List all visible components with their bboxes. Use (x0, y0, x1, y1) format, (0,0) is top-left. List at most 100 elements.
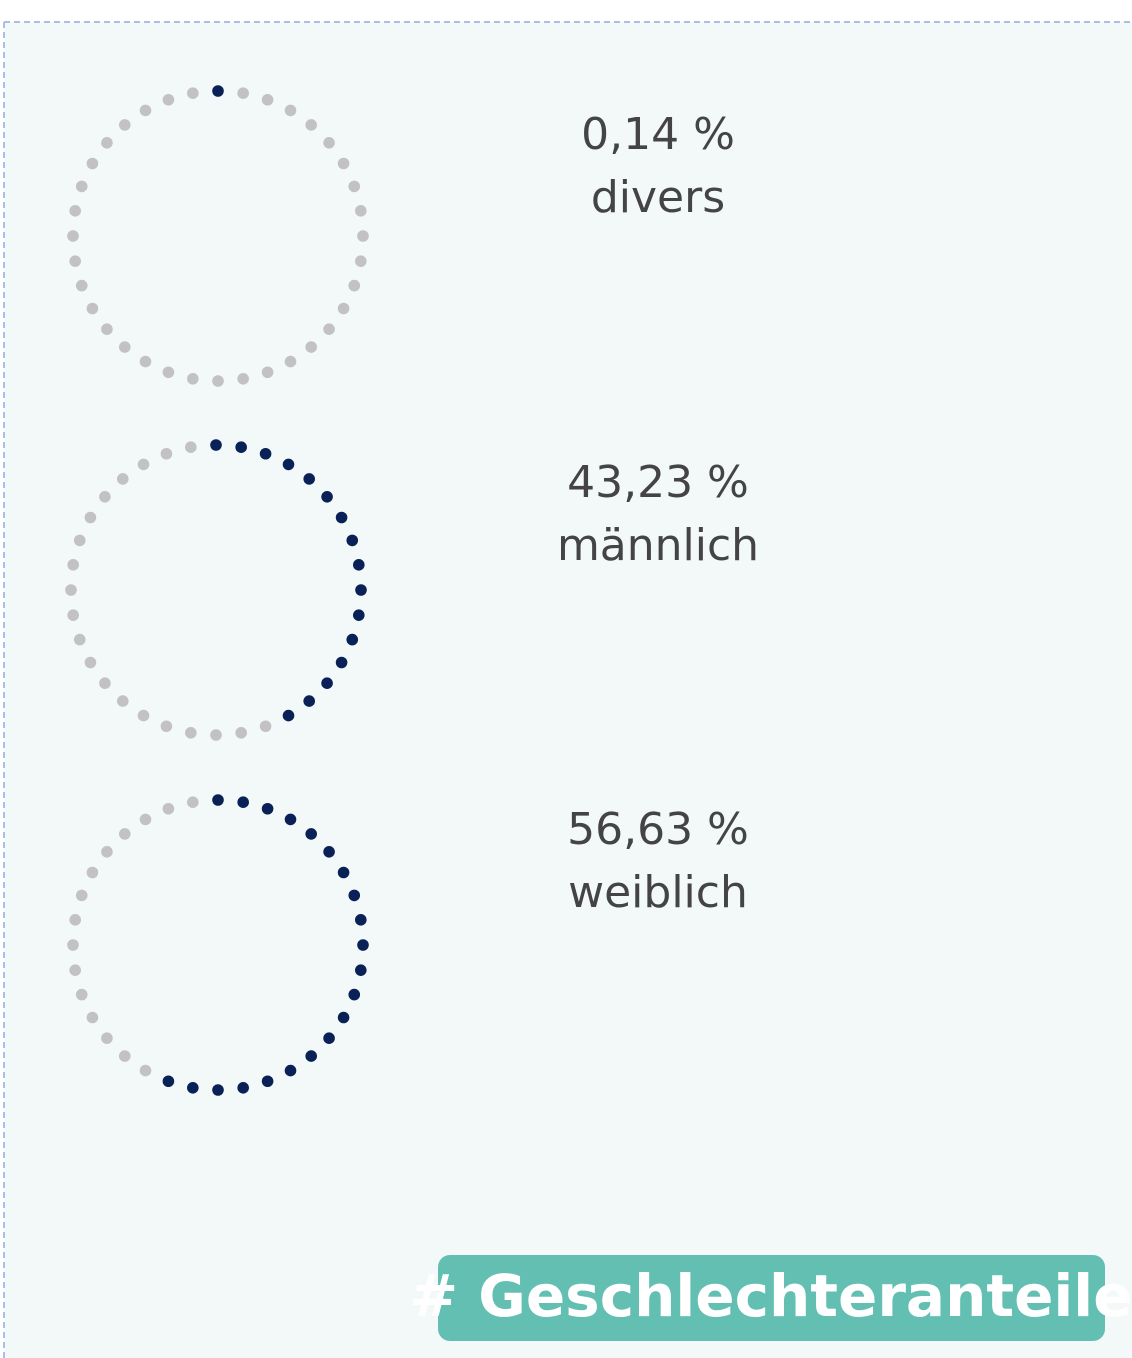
value-dot (346, 534, 359, 547)
track-dot (67, 609, 80, 621)
track-dot (210, 729, 222, 741)
track-dot (86, 1011, 99, 1024)
value-dot (354, 914, 367, 926)
tag: # Geschlechteranteile (409, 1262, 1132, 1330)
value-dot (321, 677, 333, 690)
value-dot (261, 802, 274, 815)
value-dot (348, 988, 361, 1001)
track-dot (75, 988, 88, 1001)
track-dot (101, 845, 113, 858)
track-dot (261, 93, 274, 106)
value-dot (162, 1075, 175, 1088)
track-dot (101, 323, 113, 336)
value-dot (282, 458, 295, 471)
track-dot (67, 559, 80, 571)
ring-track (67, 796, 199, 1077)
value-dot (235, 441, 247, 454)
track-dot (337, 157, 350, 170)
track-dot (354, 255, 367, 267)
value-dot (352, 559, 365, 571)
track-dot (160, 447, 173, 460)
track-dot (185, 441, 197, 454)
track-dot (116, 473, 129, 485)
track-dot (67, 939, 79, 951)
value-dot (212, 1084, 224, 1096)
track-dot (75, 180, 88, 193)
value-dot (259, 447, 272, 460)
track-dot (118, 119, 131, 131)
track-dot (86, 157, 99, 170)
tag-box (438, 1255, 1105, 1341)
value-dot (335, 656, 348, 669)
value-dot (357, 939, 369, 951)
track-dot (69, 205, 82, 217)
track-dot (162, 366, 175, 379)
track-dot (162, 93, 175, 106)
track-dot (69, 964, 82, 976)
track-dot (305, 341, 318, 353)
track-dot (187, 372, 199, 385)
track-dot (237, 87, 249, 100)
track-dot (118, 1050, 131, 1062)
track-dot (99, 490, 111, 503)
value-dot (323, 1032, 335, 1045)
track-dot (139, 1064, 152, 1077)
track-dot (99, 677, 111, 690)
track-dot (348, 279, 361, 292)
panel (4, 22, 1132, 1358)
track-dot (284, 355, 297, 368)
track-dot (305, 119, 318, 131)
value-dot (346, 633, 359, 646)
value-dot (284, 1064, 297, 1077)
value-dot (212, 85, 224, 97)
track-dot (116, 695, 129, 707)
value-dot (237, 796, 249, 809)
track-dot (86, 866, 99, 879)
ring-value (212, 85, 224, 97)
value-label: 0,14 % (581, 109, 735, 160)
value-dot (212, 794, 224, 806)
track-dot (235, 726, 247, 739)
value-dot (303, 695, 316, 707)
track-dot (69, 255, 82, 267)
value-dot (237, 1081, 249, 1094)
track-dot (84, 656, 97, 669)
value-dot (261, 1075, 274, 1088)
ring-track (65, 441, 272, 741)
track-dot (160, 720, 173, 733)
track-dot (323, 323, 335, 336)
track-dot (137, 458, 150, 471)
track-dot (65, 584, 77, 596)
track-dot (337, 302, 350, 315)
value-dot (323, 845, 335, 858)
track-dot (101, 136, 113, 149)
track-dot (284, 104, 297, 117)
track-dot (101, 1032, 113, 1045)
value-dot (282, 709, 295, 722)
ring-track (67, 87, 369, 387)
value-dot (335, 511, 348, 524)
track-dot (162, 802, 175, 815)
track-dot (187, 87, 199, 100)
track-dot (118, 341, 131, 353)
track-dot (139, 355, 152, 368)
track-dot (137, 709, 150, 722)
track-dot (354, 205, 367, 217)
track-dot (261, 366, 274, 379)
track-dot (187, 796, 199, 809)
value-dot (305, 1050, 318, 1062)
value-dot (337, 866, 350, 879)
track-dot (75, 279, 88, 292)
category-label: männlich (557, 520, 759, 571)
track-dot (73, 633, 86, 646)
track-dot (67, 230, 79, 242)
value-label: 43,23 % (567, 457, 749, 508)
track-dot (259, 720, 272, 733)
value-dot (284, 813, 297, 826)
track-dot (357, 230, 369, 242)
value-dot (321, 490, 333, 503)
track-dot (323, 136, 335, 149)
ring-value (162, 794, 369, 1096)
value-dot (210, 439, 222, 451)
value-dot (355, 584, 367, 596)
